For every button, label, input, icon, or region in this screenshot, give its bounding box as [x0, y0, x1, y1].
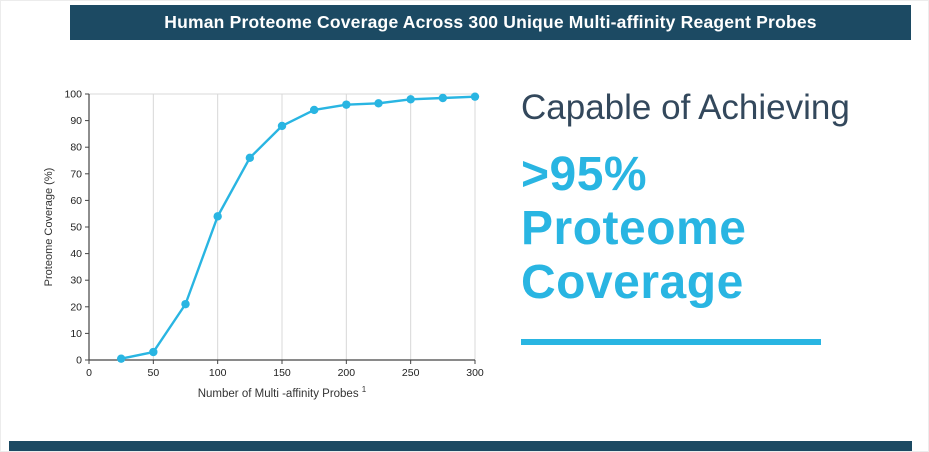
data-point — [149, 347, 158, 357]
y-tick-label: 60 — [70, 195, 82, 207]
x-axis-label: Number of Multi -affinity Probes 1 — [89, 385, 475, 400]
x-tick-label: 100 — [209, 367, 227, 379]
y-tick-label: 70 — [70, 168, 82, 180]
coverage-line — [119, 95, 477, 360]
y-tick-label: 80 — [70, 142, 82, 154]
y-tick-label: 10 — [70, 328, 82, 340]
footnote-marker: 1 — [361, 385, 367, 394]
y-tick-label: 30 — [70, 275, 82, 287]
data-point — [438, 93, 448, 103]
highlight-line-3: Coverage — [521, 255, 744, 309]
callout-intro: Capable of Achieving — [521, 88, 850, 127]
y-tick-label: 40 — [70, 248, 82, 260]
data-point — [374, 99, 383, 108]
x-tick-label: 0 — [86, 367, 92, 379]
y-tick-label: 100 — [64, 89, 82, 101]
data-point — [213, 212, 222, 221]
data-point — [470, 92, 480, 101]
highlight-line-2: Proteome — [521, 201, 747, 255]
callout: Capable of Achieving >95% Proteome Cover… — [521, 87, 921, 346]
x-tick-label: 150 — [273, 367, 291, 379]
x-tick-label: 200 — [338, 367, 356, 379]
footer-bar — [9, 441, 912, 451]
y-axis-label: Proteome Coverage (%) — [43, 167, 55, 287]
chart-canvas: 0 50 100 150 200 250 300 0 10 20 30 40 50 60 70 80 90 100 — [64, 89, 484, 380]
highlight-line-1: >95% — [521, 148, 648, 201]
data-point — [406, 95, 415, 104]
y-tick-label: 20 — [70, 301, 82, 313]
data-point — [309, 105, 319, 115]
underline-bar — [521, 339, 821, 346]
data-point — [277, 121, 287, 131]
data-point — [116, 354, 126, 363]
y-tick-label: 90 — [70, 115, 82, 127]
x-tick-label: 300 — [466, 367, 484, 379]
header-bar: Human Proteome Coverage Across 300 Uniqu… — [70, 5, 911, 40]
data-point — [342, 100, 351, 109]
x-tick-label: 250 — [402, 367, 420, 379]
callout-highlight: >95% Proteome Coverage — [521, 148, 921, 309]
y-tick-label: 50 — [70, 222, 82, 234]
x-axis-label-text: Number of Multi -affinity Probes — [197, 387, 359, 400]
coverage-chart: 0 50 100 150 200 250 300 0 10 20 30 40 50 60 70 80 90 100… — [1, 1, 521, 451]
data-point — [181, 299, 190, 309]
x-tick-label: 50 — [147, 367, 159, 379]
y-tick-label: 0 — [76, 355, 82, 367]
header-title: Human Proteome Coverage Across 300 Uniqu… — [164, 12, 817, 32]
data-point — [245, 153, 255, 163]
